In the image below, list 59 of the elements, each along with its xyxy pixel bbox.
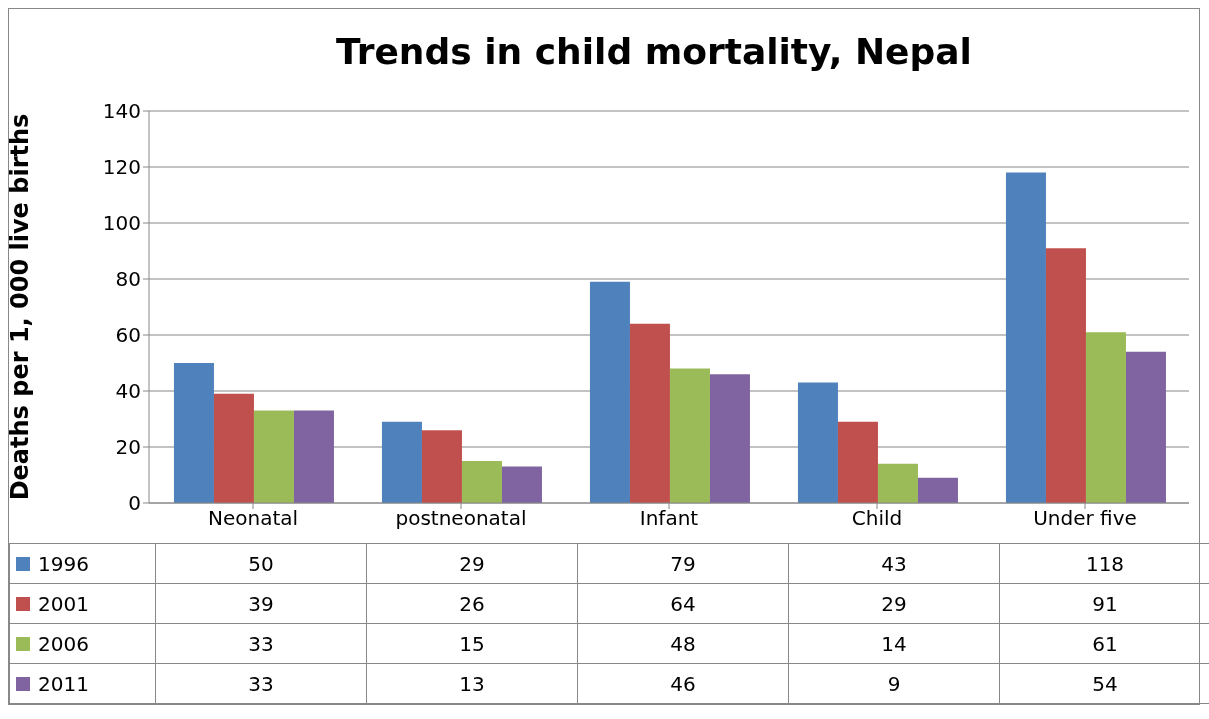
- data-label: 15: [366, 623, 578, 664]
- data-label: 79: [577, 543, 789, 584]
- data-label: 26: [366, 583, 578, 624]
- bar: [253, 410, 294, 503]
- data-label: 9: [788, 663, 1000, 704]
- bar: [293, 410, 334, 503]
- bar: [213, 393, 254, 503]
- chart-title: Trends in child mortality, Nepal: [335, 30, 973, 74]
- y-axis-title: Deaths per 1, 000 live births: [5, 113, 34, 501]
- y-tick-label: 0: [128, 491, 141, 516]
- data-label: 13: [366, 663, 578, 704]
- y-tick-label: 80: [115, 267, 141, 292]
- legend-label: 1996: [9, 543, 156, 584]
- bar: [1005, 172, 1046, 503]
- bar: [421, 430, 462, 503]
- y-tick-label: 20: [115, 435, 141, 460]
- data-label: 64: [577, 583, 789, 624]
- x-tick-label: postneonatal: [395, 506, 527, 531]
- y-tick-label: 60: [115, 323, 141, 348]
- bar: [629, 323, 670, 503]
- bar: [669, 368, 710, 503]
- bar: [877, 463, 918, 503]
- bar: [461, 461, 502, 503]
- y-tick-label: 40: [115, 379, 141, 404]
- bar: [1125, 351, 1166, 503]
- data-label: 91: [999, 583, 1209, 624]
- x-tick-label: Neonatal: [207, 506, 299, 531]
- legend-label: 2011: [9, 663, 156, 704]
- data-label: 39: [155, 583, 367, 624]
- data-label: 48: [577, 623, 789, 664]
- legend-label: 2006: [9, 623, 156, 664]
- data-label: 54: [999, 663, 1209, 704]
- data-label: 118: [999, 543, 1209, 584]
- y-tick-label: 120: [102, 155, 141, 180]
- data-label: 33: [155, 623, 367, 664]
- y-tick-label: 100: [102, 211, 141, 236]
- data-label: 61: [999, 623, 1209, 664]
- bar: [1045, 248, 1086, 503]
- data-label: 43: [788, 543, 1000, 584]
- bar: [709, 374, 750, 503]
- data-label: 29: [366, 543, 578, 584]
- x-tick-label: Infant: [639, 506, 699, 531]
- data-label: 29: [788, 583, 1000, 624]
- bar: [1085, 332, 1126, 503]
- bar: [797, 382, 838, 503]
- x-tick-label: Child: [851, 506, 903, 531]
- bar: [837, 421, 878, 503]
- bar: [173, 363, 214, 503]
- x-tick-label: Under five: [1033, 506, 1137, 531]
- bar: [381, 421, 422, 503]
- data-label: 46: [577, 663, 789, 704]
- bar: [917, 477, 958, 503]
- y-tick-label: 140: [102, 99, 141, 124]
- legend-label: 2001: [9, 583, 156, 624]
- data-label: 33: [155, 663, 367, 704]
- bar: [501, 466, 542, 503]
- data-label: 50: [155, 543, 367, 584]
- bar: [589, 281, 630, 503]
- data-label: 14: [788, 623, 1000, 664]
